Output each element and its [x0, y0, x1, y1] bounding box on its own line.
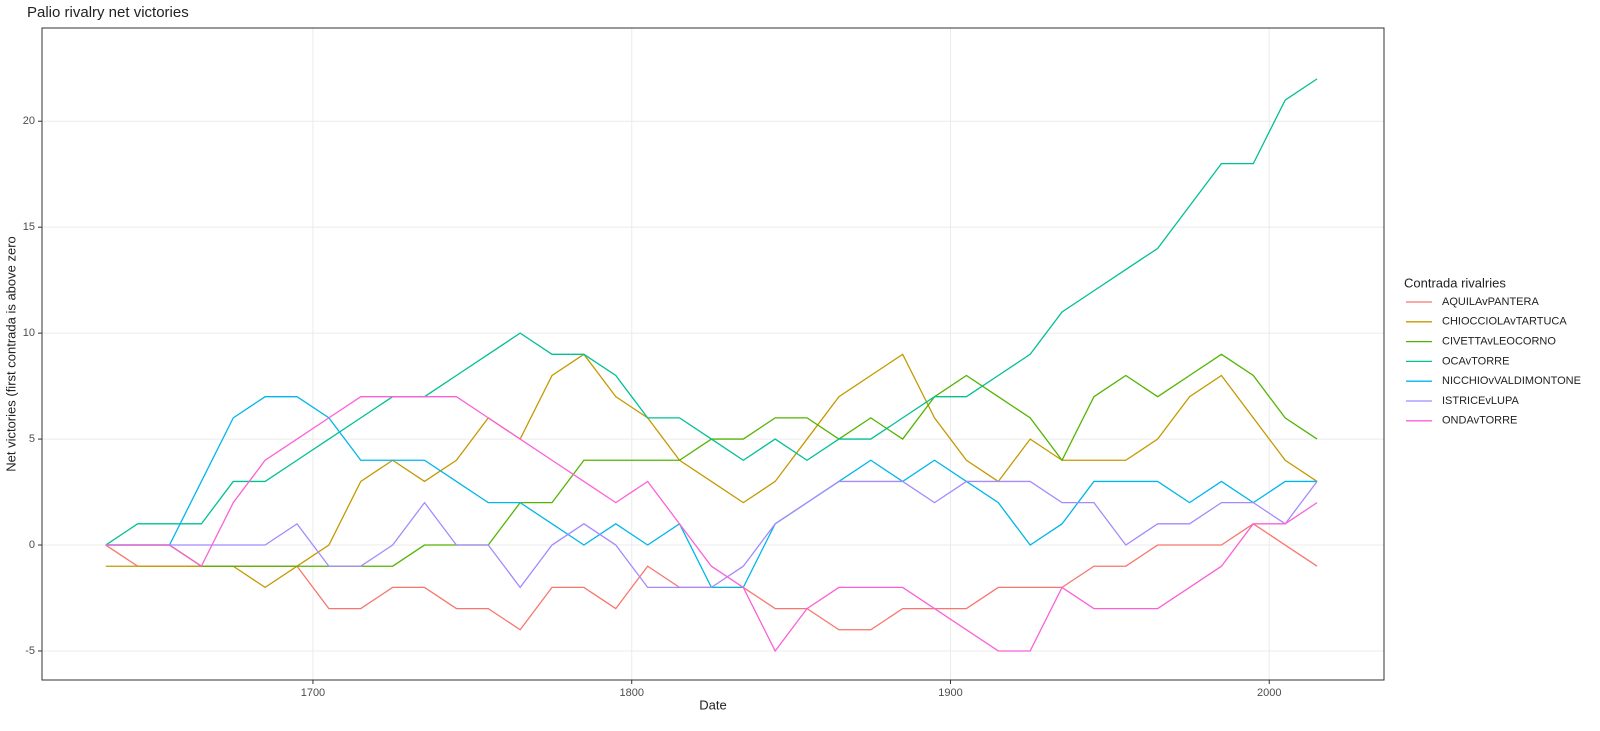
y-tick-label: 0: [29, 539, 35, 551]
x-tick-label: 1900: [938, 687, 962, 699]
y-tick-label: 10: [23, 327, 35, 339]
series-line: [105, 396, 1318, 653]
legend-title: Contrada rivalries: [1404, 275, 1506, 290]
series-line: [105, 353, 1318, 567]
x-tick-label: 1800: [619, 687, 643, 699]
y-tick-label: -5: [25, 645, 35, 657]
series-line: [105, 78, 1318, 546]
y-tick-label: 20: [23, 115, 35, 127]
legend-label: CHIOCCIOLAvTARTUCA: [1442, 316, 1567, 328]
y-tick-label: 5: [29, 433, 35, 445]
series-line: [105, 396, 1318, 589]
series-line: [105, 480, 1318, 589]
chart-title: Palio rivalry net victories: [27, 4, 189, 21]
legend-label: ISTRICEvLUPA: [1442, 395, 1519, 407]
plot-border: [41, 27, 1385, 681]
legend-label: ONDAvTORRE: [1442, 415, 1517, 427]
legend-label: NICCHIOvVALDIMONTONE: [1442, 375, 1581, 387]
series-line: [105, 353, 1318, 589]
x-tick-label: 2000: [1257, 687, 1281, 699]
legend-label: OCAvTORRE: [1442, 355, 1509, 367]
legend-label: AQUILAvPANTERA: [1442, 296, 1539, 308]
y-tick-label: 15: [23, 221, 35, 233]
x-tick-label: 1700: [301, 687, 325, 699]
series-line: [105, 523, 1318, 631]
x-axis-label: Date: [699, 697, 726, 712]
legend-label: CIVETTAvLEOCORNO: [1442, 336, 1556, 348]
y-axis-label: Net victories (first contrada is above z…: [3, 236, 18, 472]
